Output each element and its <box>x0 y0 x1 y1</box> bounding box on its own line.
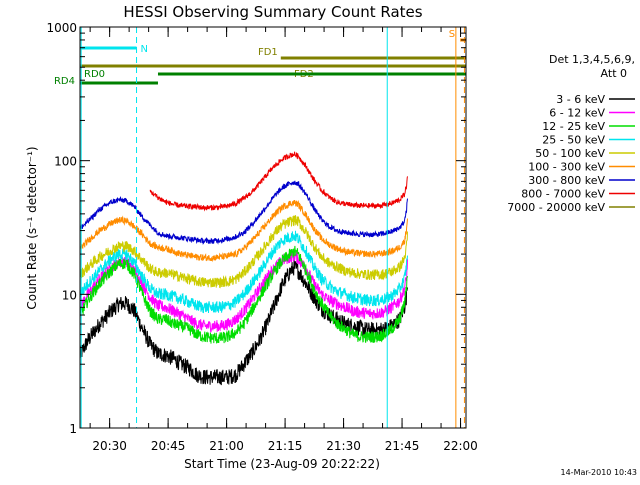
series-800-7000-kev-line <box>149 151 408 212</box>
legend-label-25-50-kev: 25 - 50 keV <box>542 134 605 147</box>
footer-timestamp: 14-Mar-2010 10:43 <box>561 468 638 477</box>
x-tick-label: 21:15 <box>268 439 303 453</box>
y-tick-label: 100 <box>54 155 77 169</box>
legend-label-12-25-kev: 12 - 25 keV <box>542 120 605 133</box>
legend-label-6-12-kev: 6 - 12 keV <box>549 107 605 120</box>
legend-header-detectors: Det 1,3,4,5,6,9, <box>549 53 635 66</box>
legend-header-attenuator: Att 0 <box>601 67 627 80</box>
flag-n-label: N <box>141 44 148 55</box>
x-tick-label: 20:30 <box>92 439 127 453</box>
flag-s-label: S <box>449 29 455 40</box>
legend-label-7000-20000-kev: 7000 - 20000 keV <box>507 201 605 214</box>
legend-label-300-800-kev: 300 - 800 keV <box>528 174 605 187</box>
flag-rd4-label: RD4 <box>54 76 75 87</box>
y-tick-label: 10 <box>62 288 77 302</box>
y-tick-label: 1000 <box>46 21 77 35</box>
y-axis-label: Count Rate (s⁻¹ detector⁻¹) <box>25 146 39 309</box>
legend-label-50-100-kev: 50 - 100 keV <box>535 147 605 160</box>
plot-frame <box>79 26 467 429</box>
chart-title: HESSI Observing Summary Count Rates <box>123 3 422 21</box>
series-300-800-kev-line <box>80 180 408 245</box>
flag-fd1-label: FD1 <box>258 47 278 58</box>
x-tick-label: 21:00 <box>209 439 244 453</box>
series-25-50-kev-line <box>80 230 408 314</box>
series-100-300-kev-line <box>80 199 408 263</box>
series-6-12-kev-line <box>80 250 408 333</box>
x-tick-label: 22:00 <box>443 439 478 453</box>
y-tick-label: 1 <box>69 422 77 436</box>
vertical-markers <box>80 27 467 428</box>
series-12-25-kev-line <box>80 245 408 344</box>
legend-label-100-300-kev: 100 - 300 keV <box>528 161 605 174</box>
x-tick-label: 21:30 <box>326 439 361 453</box>
x-axis-label: Start Time (23-Aug-09 20:22:22) <box>184 457 380 471</box>
x-tick-label: 21:45 <box>385 439 420 453</box>
legend-label-800-7000-kev: 800 - 7000 keV <box>521 188 605 201</box>
flag-rd0-label: RD0 <box>84 69 105 80</box>
y-axis-ticks: 1 10 100 1000 <box>46 21 466 436</box>
x-tick-label: 20:45 <box>151 439 186 453</box>
series-lines <box>80 151 408 386</box>
x-axis-ticks: 20:30 20:45 21:00 21:15 21:30 21:45 22:00 <box>89 27 478 453</box>
legend-label-3-6-kev: 3 - 6 keV <box>556 93 605 106</box>
series-50-100-kev-line <box>80 215 408 289</box>
observing-flags: NSFD1FD2RD0RD4 <box>54 29 466 87</box>
